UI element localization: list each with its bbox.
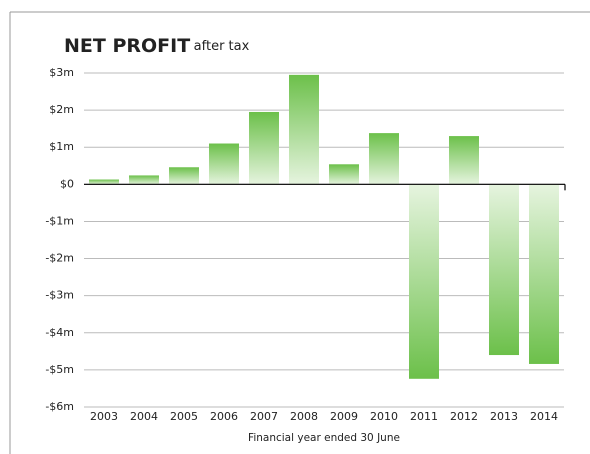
x-tick-label: 2010 [370,410,398,423]
y-tick-label: -$1m [45,214,74,227]
bar [89,179,119,185]
bar [169,167,199,185]
x-tick-label: 2003 [90,410,118,423]
x-tick-label: 2004 [130,410,158,423]
y-tick-label: $1m [49,140,74,153]
x-tick-label: 2013 [490,410,518,423]
subtitle: after tax [194,39,250,54]
y-tick-label: $2m [49,103,74,116]
bar [449,136,479,185]
bar [129,175,159,185]
y-tick-label: $3m [49,66,74,79]
bar [409,184,439,379]
x-tick-label: 2009 [330,410,358,423]
title: NET PROFIT [64,35,190,57]
y-tick-label: -$5m [45,363,74,376]
x-axis-label: Financial year ended 30 June [248,432,400,444]
x-tick-label: 2007 [250,410,278,423]
chart-title: NET PROFIT after tax [64,35,250,57]
y-tick-label: $0 [60,177,74,190]
bar [209,143,239,185]
y-tick-label: -$6m [45,400,74,413]
x-tick-label: 2011 [410,410,438,423]
bar [489,184,519,356]
x-tick-label: 2005 [170,410,198,423]
y-tick-label: -$2m [45,252,74,265]
bar [289,74,319,185]
bar [329,164,359,185]
x-tick-label: 2012 [450,410,478,423]
bar [369,133,399,185]
y-tick-label: -$3m [45,289,74,302]
x-tick-label: 2006 [210,410,238,423]
x-tick-label: 2008 [290,410,318,423]
bar [529,184,559,364]
x-tick-label: 2014 [530,410,558,423]
bar [249,111,279,185]
y-tick-label: -$4m [45,326,74,339]
